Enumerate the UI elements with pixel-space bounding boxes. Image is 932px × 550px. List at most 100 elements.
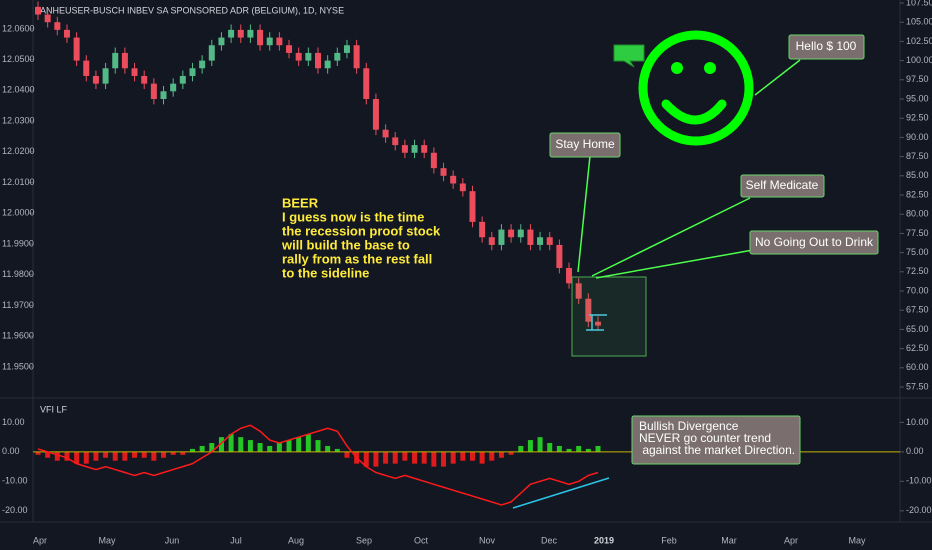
chart-title: ANHEUSER-BUSCH INBEV SA SPONSORED ADR (B… xyxy=(40,5,344,15)
candle-body xyxy=(131,68,138,76)
candle-body xyxy=(488,237,495,245)
histogram-bar xyxy=(276,443,282,452)
candle-body xyxy=(498,229,505,245)
candle-body xyxy=(440,168,447,176)
candle-body xyxy=(54,22,61,30)
callout-box xyxy=(549,132,621,158)
y-left-tick-label: 11.9700 xyxy=(2,300,34,310)
histogram-bar xyxy=(576,445,582,452)
note-line: the recession proof stock xyxy=(282,223,441,238)
histogram-bar xyxy=(556,445,562,452)
y-tick-label: 87.50 xyxy=(906,151,929,161)
histogram-bar xyxy=(479,451,485,464)
histogram-bar xyxy=(247,440,253,452)
candle-body xyxy=(537,237,544,245)
callouts: Stay Home Self Medicate No Going Out to … xyxy=(549,34,879,465)
histogram-bar xyxy=(286,440,292,452)
histogram-bar xyxy=(64,451,70,461)
callout-text: No Going Out to Drink xyxy=(755,235,874,249)
y-left-tick-label: 11.9600 xyxy=(2,331,34,341)
y-tick-label: 107.50 xyxy=(906,0,932,7)
y-tick-label: 62.50 xyxy=(906,343,929,353)
histogram-bar xyxy=(122,451,128,461)
histogram-bar xyxy=(547,443,553,452)
callout-text: Hello $ 100 xyxy=(796,39,857,53)
x-tick-label: Oct xyxy=(414,535,429,545)
smiley-eye xyxy=(704,62,716,74)
histogram-bar xyxy=(489,451,495,461)
histogram-bar xyxy=(518,445,524,452)
note-line: to the sideline xyxy=(282,265,369,280)
divergence-line xyxy=(512,477,610,509)
candle-body xyxy=(179,75,186,84)
histogram-bar xyxy=(54,451,60,461)
candle-body xyxy=(566,267,573,284)
histogram-bar xyxy=(267,445,273,452)
y-tick-label: 97.50 xyxy=(906,74,929,84)
histogram-bar xyxy=(469,451,475,461)
candle-body xyxy=(421,145,428,153)
candle-body xyxy=(450,175,457,184)
x-tick-label: Mar xyxy=(721,535,737,545)
candle-body xyxy=(508,229,515,238)
candle-body xyxy=(382,129,389,138)
candle-body xyxy=(257,29,264,46)
histogram-bar xyxy=(74,451,80,464)
base-bracket xyxy=(586,314,607,331)
candle-body xyxy=(44,14,51,23)
histogram-bar xyxy=(585,448,591,452)
candle-body xyxy=(83,60,90,76)
y-tick-label: 92.50 xyxy=(906,113,929,123)
speech-bubble xyxy=(613,44,645,68)
candle-body xyxy=(334,52,341,61)
callout-text: NEVER go counter trend xyxy=(639,431,771,445)
candle-body xyxy=(102,68,109,84)
histogram-bar xyxy=(103,451,109,458)
histogram-bar xyxy=(412,451,418,464)
candle-body xyxy=(595,321,601,326)
indicator-tick-label: 10.00 xyxy=(906,417,929,427)
y-left-tick-label: 11.9800 xyxy=(2,269,34,279)
indicator-title: VFI LF xyxy=(40,404,68,414)
candle-body xyxy=(363,68,370,100)
y-tick-label: 80.00 xyxy=(906,209,929,219)
histogram-bar xyxy=(527,440,533,452)
callout-box xyxy=(740,174,825,198)
candle-body xyxy=(228,29,235,38)
y-left-tick-label: 12.0400 xyxy=(2,85,35,95)
histogram-bar xyxy=(257,443,263,452)
y-tick-label: 77.50 xyxy=(906,228,929,238)
note-line: will build the base to xyxy=(281,237,410,252)
histogram-bar xyxy=(498,451,504,458)
candle-body xyxy=(585,298,592,322)
candle-body xyxy=(527,229,534,245)
callout-text: Stay Home xyxy=(555,137,615,151)
histogram-bar xyxy=(218,437,224,452)
candle-body xyxy=(575,283,582,299)
x-tick-label: 2019 xyxy=(594,535,614,545)
x-tick-label: Nov xyxy=(479,535,496,545)
x-tick-label: Apr xyxy=(784,535,798,545)
candle-body xyxy=(401,145,408,153)
candle-body xyxy=(35,6,41,15)
x-tick-label: Aug xyxy=(288,535,304,545)
candle-body xyxy=(92,75,99,84)
indicator-tick-label: -20.00 xyxy=(906,505,932,515)
candle-body xyxy=(276,37,283,46)
histogram-bar xyxy=(325,445,331,452)
histogram-bar xyxy=(315,440,321,452)
indicator-left-tick-label: 10.00 xyxy=(2,417,25,427)
candle-body xyxy=(546,237,553,245)
candle-body xyxy=(189,68,196,76)
histogram-bar xyxy=(228,434,234,452)
histogram-bar xyxy=(151,451,157,461)
smiley xyxy=(638,30,754,146)
histogram-bar xyxy=(402,451,408,461)
histogram-bar xyxy=(170,451,176,455)
candle-body xyxy=(353,45,360,69)
x-tick-label: Feb xyxy=(661,535,677,545)
callout-text: against the market Direction. xyxy=(639,443,795,457)
callout-box xyxy=(631,415,801,465)
histogram-bar xyxy=(537,437,543,452)
